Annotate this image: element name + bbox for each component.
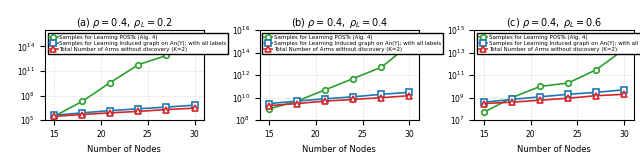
- Legend: Samples for Learning POSTs (Alg. 4), Samples for Learning Induced graph on An(Y): Samples for Learning POSTs (Alg. 4), Sam…: [47, 33, 228, 54]
- Title: (b) $\rho = 0.4,\; \rho_L = 0.4$: (b) $\rho = 0.4,\; \rho_L = 0.4$: [291, 16, 388, 30]
- Title: (c) $\rho = 0.4,\; \rho_L = 0.6$: (c) $\rho = 0.4,\; \rho_L = 0.6$: [506, 16, 602, 30]
- Title: (a) $\rho = 0.4,\; \rho_L = 0.2$: (a) $\rho = 0.4,\; \rho_L = 0.2$: [76, 16, 173, 30]
- Legend: Samples for Learning POSTs (Alg. 4), Samples for Learning Induced graph on An(Y): Samples for Learning POSTs (Alg. 4), Sam…: [477, 33, 640, 54]
- X-axis label: Number of Nodes: Number of Nodes: [88, 144, 161, 153]
- X-axis label: Number of Nodes: Number of Nodes: [517, 144, 591, 153]
- X-axis label: Number of Nodes: Number of Nodes: [302, 144, 376, 153]
- Legend: Samples for Learning POSTs (Alg. 4), Samples for Learning Induced graph on An(Y): Samples for Learning POSTs (Alg. 4), Sam…: [262, 33, 443, 54]
